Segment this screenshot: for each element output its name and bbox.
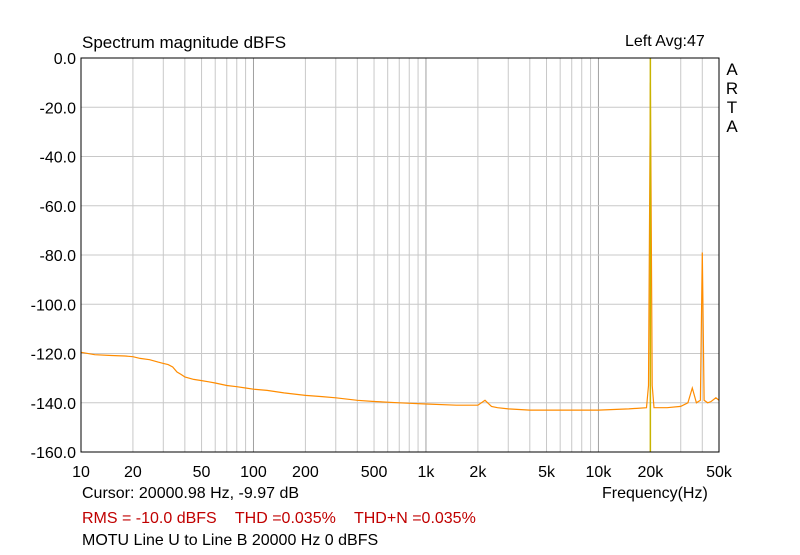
grid-lines [80,57,720,453]
y-tick-label: -120.0 [31,347,76,364]
tick-labels: 10 20 50 100 200 500 1k 2k 5k 10k 20k 50k 0.0 -20.0 -4… [31,51,733,481]
y-tick-label: -160.0 [31,445,76,462]
measurement-stats: RMS = -10.0 dBFS THD =0.035% THD+N =0.03… [82,510,490,528]
arta-brand-label: A R T A [724,60,740,136]
x-tick-label: 100 [240,464,267,481]
x-tick-label: 5k [538,464,556,481]
rms-value: RMS = -10.0 dBFS [82,510,217,527]
brand-letter: R [725,79,739,98]
y-tick-label: -40.0 [40,150,77,167]
x-tick-label: 20 [124,464,142,481]
x-tick-label: 200 [292,464,319,481]
chart-title: Spectrum magnitude dBFS [82,33,287,52]
thdn-value: THD+N =0.035% [353,510,476,527]
spectrum-series-line [80,82,720,411]
brand-letter: A [726,117,738,136]
y-tick-label: 0.0 [54,51,76,68]
x-tick-label: 10k [586,464,613,481]
y-tick-label: -80.0 [40,248,77,265]
x-tick-label: 10 [72,464,90,481]
x-tick-label: 1k [418,464,436,481]
x-tick-label: 50 [193,464,211,481]
x-axis-label: Frequency(Hz) [602,485,708,502]
channel-average-label: Left Avg:47 [625,33,705,50]
x-tick-label: 2k [469,464,487,481]
y-tick-label: -140.0 [31,396,76,413]
plot-frame [80,57,720,453]
y-tick-label: -100.0 [31,297,76,314]
x-tick-label: 20k [637,464,664,481]
series-layer [80,58,720,452]
brand-letter: T [726,98,738,117]
thd-value: THD =0.035% [234,510,336,527]
y-tick-label: -60.0 [40,199,77,216]
measurement-caption: MOTU Line U to Line B 20000 Hz 0 dBFS [82,532,379,549]
brand-letter: A [726,60,738,79]
x-tick-label: 500 [361,464,388,481]
cursor-readout: Cursor: 20000.98 Hz, -9.97 dB [82,485,300,502]
x-tick-label: 50k [706,464,733,481]
y-tick-label: -20.0 [40,100,77,117]
